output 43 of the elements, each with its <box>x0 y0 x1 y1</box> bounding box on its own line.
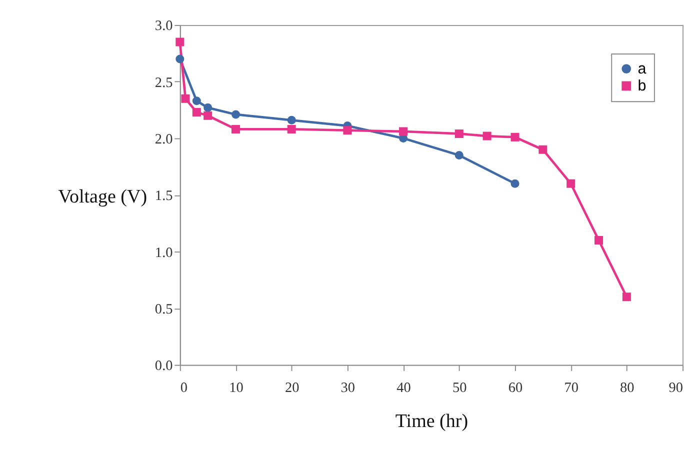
point <box>232 110 240 119</box>
x-tick-label: 0 <box>180 380 188 396</box>
x-tick-label: 50 <box>452 380 467 396</box>
y-tick-label: 3.0 <box>154 18 173 34</box>
x-tick-label: 60 <box>508 380 523 396</box>
legend-label: a <box>638 60 647 78</box>
y-tick-label: 2.5 <box>154 74 173 91</box>
x-tick-label: 80 <box>620 380 634 396</box>
y-tick-label: 0.0 <box>154 358 173 374</box>
point <box>192 96 201 106</box>
point <box>566 179 576 188</box>
point <box>176 54 184 64</box>
x-tick-label: 70 <box>564 380 578 396</box>
point <box>538 145 548 154</box>
y-tick-label: 0.5 <box>154 301 173 318</box>
point <box>192 108 201 116</box>
point <box>232 124 240 134</box>
point <box>204 103 212 112</box>
y-tick-label: 2.0 <box>154 132 173 148</box>
x-tick-label: 20 <box>284 380 300 396</box>
point <box>399 127 408 136</box>
point <box>482 132 492 140</box>
point <box>287 116 296 124</box>
x-axis-title: Time (hr) <box>395 411 468 432</box>
point <box>594 236 604 244</box>
legend-label: b <box>638 78 646 95</box>
point <box>622 292 631 302</box>
point <box>454 129 464 138</box>
point <box>454 151 464 160</box>
x-tick-label: 40 <box>396 380 411 396</box>
y-tick-label: 1.5 <box>154 188 173 204</box>
point <box>176 38 184 46</box>
y-axis-title: Voltage (V) <box>58 186 148 208</box>
x-tick-label: 90 <box>668 380 684 396</box>
point <box>510 179 520 188</box>
point <box>204 111 212 120</box>
y-tick-label: 1.0 <box>154 244 173 261</box>
x-tick-label: 10 <box>229 380 244 396</box>
point <box>510 132 520 142</box>
point <box>181 94 190 103</box>
point <box>287 124 296 134</box>
x-tick-label: 30 <box>340 380 356 396</box>
point <box>343 126 352 135</box>
